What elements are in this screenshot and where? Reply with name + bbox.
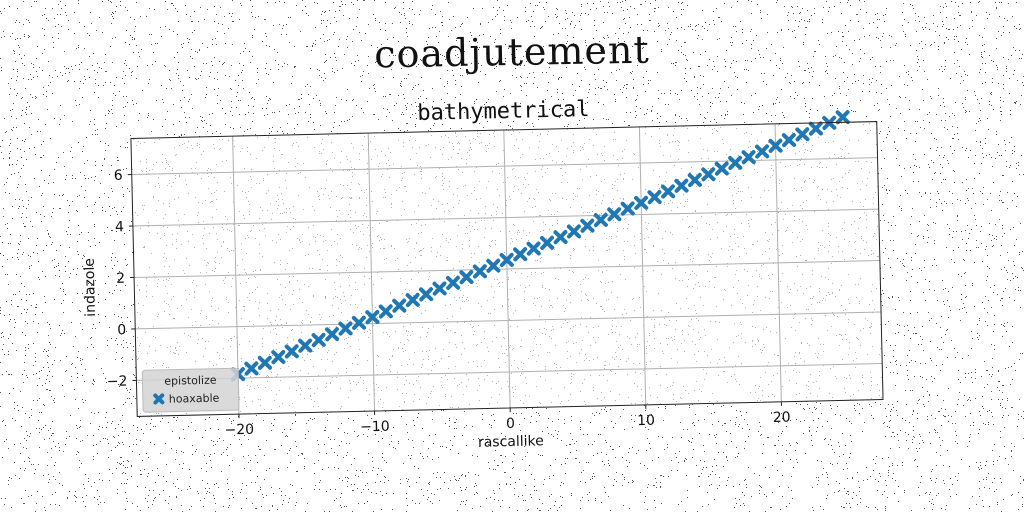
data-point [445, 275, 461, 290]
y-tick-label: 0 [117, 322, 126, 338]
data-point [674, 178, 689, 193]
y-tick-label: 2 [116, 271, 125, 287]
data-point [472, 264, 488, 279]
data-point [660, 184, 676, 199]
data-point [499, 252, 514, 268]
data-point [365, 309, 380, 325]
data-point [459, 270, 474, 285]
data-point [566, 224, 582, 239]
data-point [781, 132, 797, 148]
legend-marker [153, 393, 165, 405]
x-tick-label: 20 [773, 410, 791, 426]
y-gridline [136, 362, 883, 381]
data-point [311, 332, 326, 348]
x-tick-label: −10 [360, 419, 390, 436]
data-point [419, 287, 434, 302]
data-point [687, 172, 703, 188]
x-axis-label: rascallike [478, 433, 544, 450]
data-point [701, 167, 716, 182]
data-point [808, 121, 823, 136]
data-point [271, 349, 286, 365]
data-point [284, 344, 299, 359]
data-point [298, 338, 313, 353]
x-tick-label: −20 [224, 422, 254, 439]
data-point [728, 155, 743, 171]
data-point [620, 201, 635, 216]
y-gridline [135, 311, 882, 330]
legend-title: epistolize [164, 374, 217, 388]
data-point [378, 304, 393, 319]
data-point [539, 235, 555, 250]
chart-title: bathymetrical [417, 97, 590, 126]
y-tick-label: 4 [115, 219, 124, 235]
legend-label: hoaxable [169, 392, 220, 406]
data-point [486, 258, 501, 273]
data-point [244, 361, 259, 376]
data-point [768, 138, 783, 153]
data-point [432, 281, 447, 296]
data-point [405, 292, 420, 308]
legend: epistolize hoaxable [141, 367, 240, 413]
data-point [257, 355, 273, 370]
data-point [338, 321, 353, 336]
data-point [754, 144, 770, 159]
data-point [392, 298, 407, 313]
data-point [593, 212, 608, 228]
data-point [324, 327, 340, 342]
x-tick-label: 0 [506, 416, 515, 432]
y-tick-label: 6 [114, 168, 123, 184]
data-point [553, 230, 568, 245]
data-point [607, 207, 622, 222]
data-point [795, 127, 810, 142]
data-point [526, 241, 541, 256]
x-tick-label: 10 [637, 413, 655, 429]
data-point [513, 247, 528, 262]
data-point [714, 161, 729, 176]
y-axis-label: indazole [82, 258, 99, 317]
data-point [741, 150, 756, 165]
data-point [634, 195, 649, 210]
data-point [580, 218, 595, 233]
data-point [351, 315, 367, 330]
data-point [835, 110, 850, 125]
legend-marker-x [153, 393, 165, 405]
data-point [647, 190, 662, 205]
y-gridline [132, 208, 879, 227]
y-gridline [134, 260, 880, 278]
y-tick-label: −2 [107, 374, 128, 390]
legend-box [141, 367, 240, 413]
